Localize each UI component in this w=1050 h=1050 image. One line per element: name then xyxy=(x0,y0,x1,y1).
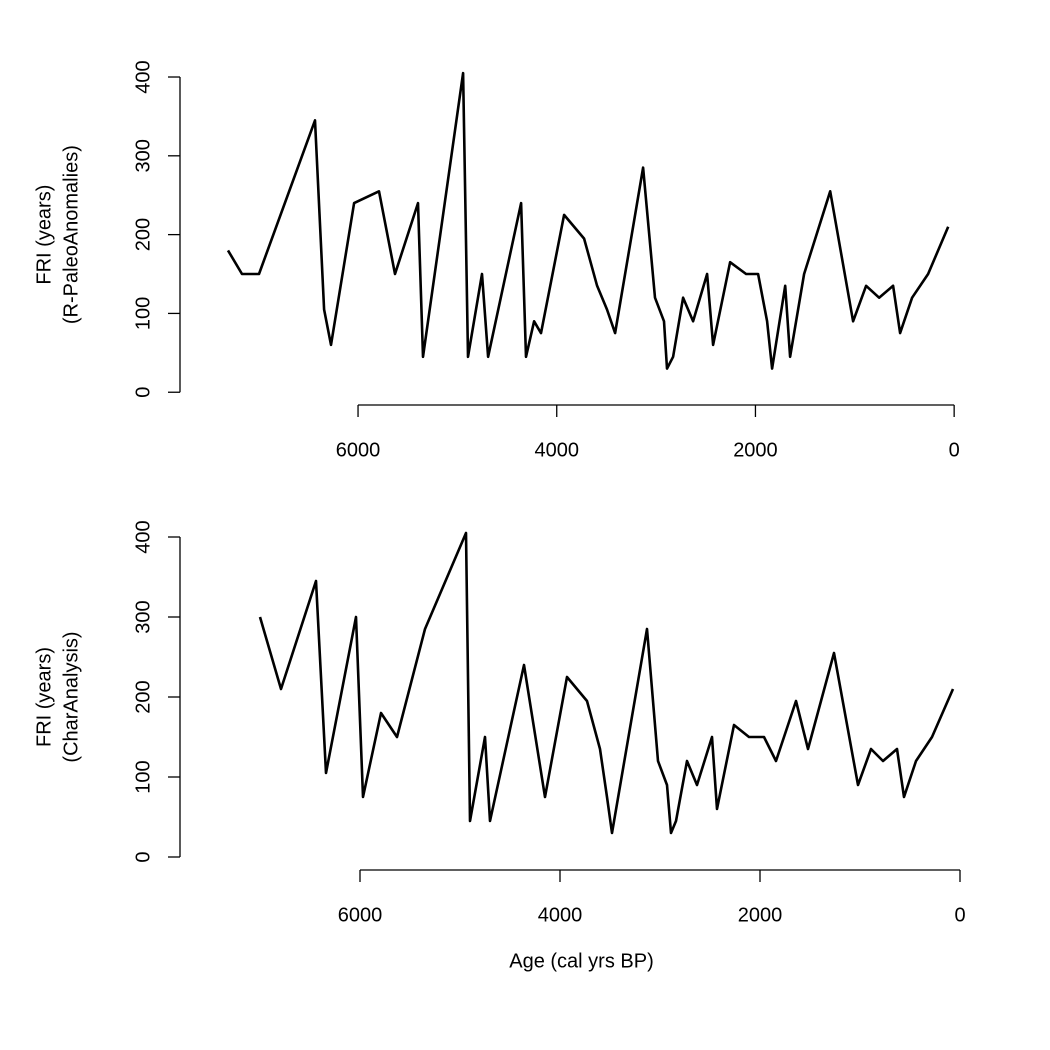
x-tick-label: 4000 xyxy=(538,904,583,926)
y-tick-label: 100 xyxy=(132,297,154,330)
x-tick-label: 2000 xyxy=(733,439,778,461)
x-tick-label: 0 xyxy=(949,439,960,461)
y-tick-label: 200 xyxy=(132,218,154,251)
x-tick-label: 0 xyxy=(954,904,965,926)
x-tick-label: 6000 xyxy=(338,904,383,926)
y-tick-label: 400 xyxy=(132,60,154,93)
y-tick-label: 100 xyxy=(132,760,154,793)
y-axis-label: (R-PaleoAnomalies) xyxy=(60,145,82,324)
data-line xyxy=(226,71,950,370)
y-tick-label: 200 xyxy=(132,680,154,713)
y-tick-label: 300 xyxy=(132,139,154,172)
data-line xyxy=(258,531,955,835)
x-tick-label: 4000 xyxy=(534,439,579,461)
y-axis-label: (CharAnalysis) xyxy=(60,631,82,762)
y-tick-label: 0 xyxy=(132,851,154,862)
x-axis-label: Age (cal yrs BP) xyxy=(509,950,653,972)
x-tick-label: 2000 xyxy=(738,904,783,926)
y-tick-label: 400 xyxy=(132,520,154,553)
x-tick-label: 6000 xyxy=(336,439,381,461)
y-tick-label: 300 xyxy=(132,600,154,633)
y-tick-label: 0 xyxy=(132,387,154,398)
y-axis-label: FRI (years) xyxy=(33,647,55,747)
y-axis-label: FRI (years) xyxy=(33,185,55,285)
